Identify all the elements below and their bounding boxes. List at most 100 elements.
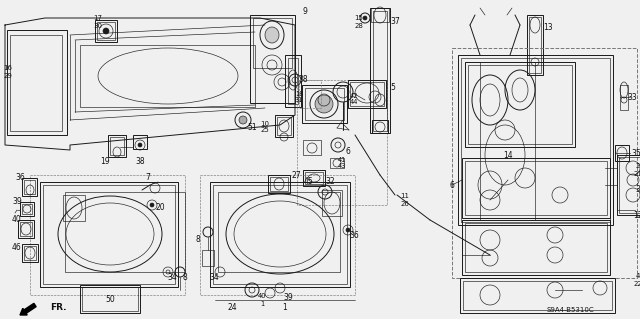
Text: 19: 19 (100, 158, 110, 167)
Bar (22, 178, 37, 196)
Bar (80, 285, 140, 313)
Bar (297, 80, 387, 205)
Bar (620, 85, 628, 110)
Bar (97, 22, 115, 40)
Text: 10
25: 10 25 (260, 121, 269, 133)
Text: 8: 8 (196, 235, 200, 244)
Text: S9A4-B5310C: S9A4-B5310C (546, 307, 594, 313)
Text: 33: 33 (627, 93, 637, 101)
Ellipse shape (150, 203, 154, 207)
Ellipse shape (315, 95, 333, 113)
Bar (22, 244, 38, 262)
Text: 6: 6 (449, 181, 454, 189)
Bar (463, 281, 612, 310)
Bar (213, 185, 347, 284)
Text: 16
29: 16 29 (3, 65, 13, 78)
Bar (372, 120, 388, 133)
Bar (30, 175, 185, 295)
Text: 42
44: 42 44 (349, 93, 358, 106)
Ellipse shape (239, 116, 247, 124)
Text: 14: 14 (503, 151, 513, 160)
Text: 40: 40 (12, 216, 22, 225)
Bar (270, 177, 288, 191)
Text: 6: 6 (346, 147, 351, 157)
Bar (43, 185, 175, 284)
Text: 39: 39 (12, 197, 22, 206)
Text: 34: 34 (167, 273, 177, 283)
Bar (110, 137, 124, 155)
Ellipse shape (138, 143, 142, 147)
Text: 34: 34 (209, 273, 219, 283)
Bar (303, 140, 321, 155)
Text: 38: 38 (298, 76, 308, 85)
Text: 35: 35 (631, 149, 640, 158)
Text: FR.: FR. (50, 303, 67, 313)
Ellipse shape (363, 16, 367, 20)
Text: 13: 13 (543, 24, 553, 33)
Ellipse shape (103, 28, 109, 34)
Text: 46: 46 (12, 243, 22, 253)
Text: 9: 9 (303, 8, 307, 17)
Bar (65, 192, 185, 272)
Text: 41
43: 41 43 (338, 157, 346, 169)
Bar (24, 246, 36, 260)
Bar (461, 58, 610, 222)
Text: 27: 27 (291, 170, 301, 180)
Bar (288, 58, 298, 104)
Text: 45: 45 (303, 177, 313, 187)
Bar (253, 18, 292, 68)
FancyArrow shape (20, 303, 36, 315)
Bar (468, 65, 572, 144)
Text: 12: 12 (633, 211, 640, 219)
Bar (80, 45, 255, 107)
Bar (268, 175, 290, 193)
Bar (348, 80, 386, 108)
Text: 3: 3 (636, 186, 640, 195)
Bar (305, 172, 323, 184)
Text: 7: 7 (145, 174, 150, 182)
Bar (133, 135, 147, 149)
Bar (305, 88, 344, 120)
Bar (465, 62, 575, 147)
Text: 50: 50 (105, 295, 115, 305)
Bar (370, 8, 390, 133)
Bar (18, 220, 34, 238)
Bar (465, 161, 607, 215)
Text: 20: 20 (155, 204, 165, 212)
Bar (462, 158, 610, 218)
Text: 37: 37 (390, 18, 400, 26)
Bar (210, 182, 350, 287)
Bar (350, 82, 384, 106)
Bar (22, 204, 32, 214)
Bar (200, 175, 355, 295)
Text: 15
28: 15 28 (355, 16, 364, 28)
Bar (465, 223, 607, 272)
Text: 18
31: 18 31 (295, 91, 303, 103)
Ellipse shape (265, 27, 279, 43)
Bar (7, 30, 67, 135)
Text: 36: 36 (349, 231, 359, 240)
Bar (330, 158, 344, 168)
Text: 40
1: 40 1 (258, 293, 266, 307)
Bar (20, 202, 34, 216)
Text: 24: 24 (227, 302, 237, 311)
Text: 2
21: 2 21 (634, 164, 640, 176)
Bar (40, 182, 178, 287)
Text: 1: 1 (283, 302, 287, 311)
Bar (275, 115, 293, 137)
Bar (619, 157, 640, 213)
Bar (322, 190, 342, 216)
Bar (24, 180, 35, 194)
Bar (285, 55, 301, 107)
Bar (371, 8, 389, 22)
Bar (202, 250, 214, 266)
Bar (303, 170, 325, 186)
Bar (617, 155, 640, 215)
Bar (462, 220, 610, 275)
Text: 39: 39 (283, 293, 293, 302)
Bar (460, 278, 615, 313)
Bar (250, 15, 295, 103)
Text: 38: 38 (135, 158, 145, 167)
Text: 11
26: 11 26 (401, 194, 410, 206)
Bar (95, 20, 117, 42)
